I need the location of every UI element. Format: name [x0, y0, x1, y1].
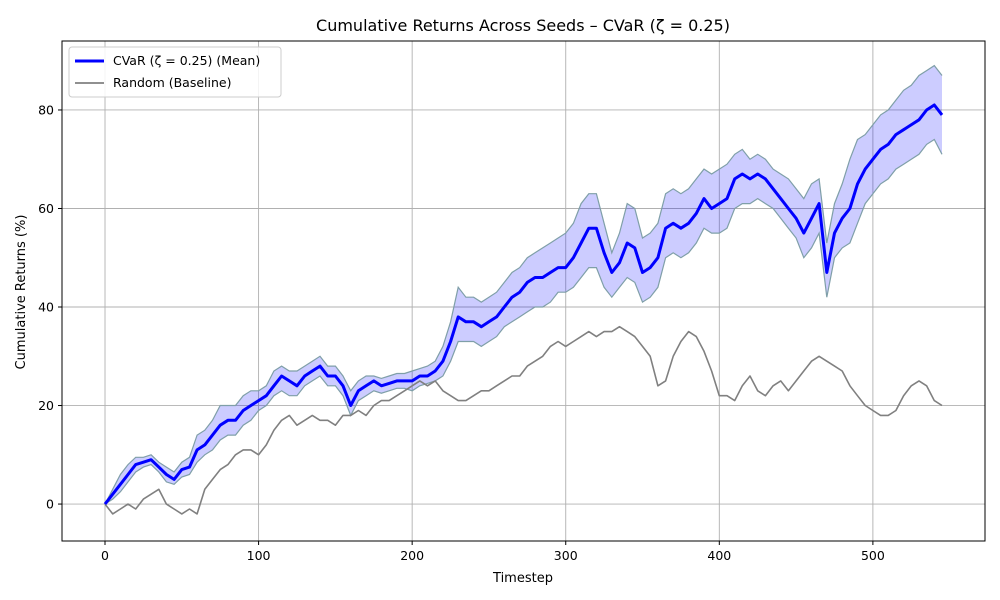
cvar-band-upper	[104, 64, 943, 505]
y-tick-label: 60	[38, 201, 54, 216]
y-axis-label: Cumulative Returns (%)	[14, 215, 29, 370]
x-tick-label: 100	[247, 548, 271, 563]
cvar-band	[105, 65, 942, 505]
axis-ticks: 0 100 200 300 400 500 0 20 40 60 80	[38, 102, 885, 563]
x-tick-label: 500	[861, 548, 885, 563]
chart-title: Cumulative Returns Across Seeds – CVaR (…	[316, 16, 730, 35]
x-axis-label: Timestep	[492, 571, 553, 586]
grid	[62, 41, 985, 541]
series-line-random	[104, 325, 943, 515]
x-tick-label: 200	[400, 548, 424, 563]
y-tick-label: 40	[38, 300, 54, 315]
x-tick-label: 0	[101, 548, 109, 563]
legend: CVaR (ζ = 0.25) (Mean) Random (Baseline)	[68, 46, 282, 98]
cvar-band-lower	[104, 138, 943, 505]
plot-frame	[61, 40, 986, 542]
y-tick-label: 80	[38, 102, 54, 117]
legend-label-cvar: CVaR (ζ = 0.25) (Mean)	[113, 53, 260, 68]
legend-box	[68, 46, 282, 98]
y-tick-label: 0	[46, 497, 54, 512]
legend-label-random: Random (Baseline)	[113, 75, 231, 90]
plot-area	[103, 64, 944, 515]
x-tick-label: 300	[554, 548, 578, 563]
x-tick-label: 400	[707, 548, 731, 563]
series-line-cvar-mean	[103, 103, 944, 506]
y-tick-label: 20	[38, 398, 54, 413]
